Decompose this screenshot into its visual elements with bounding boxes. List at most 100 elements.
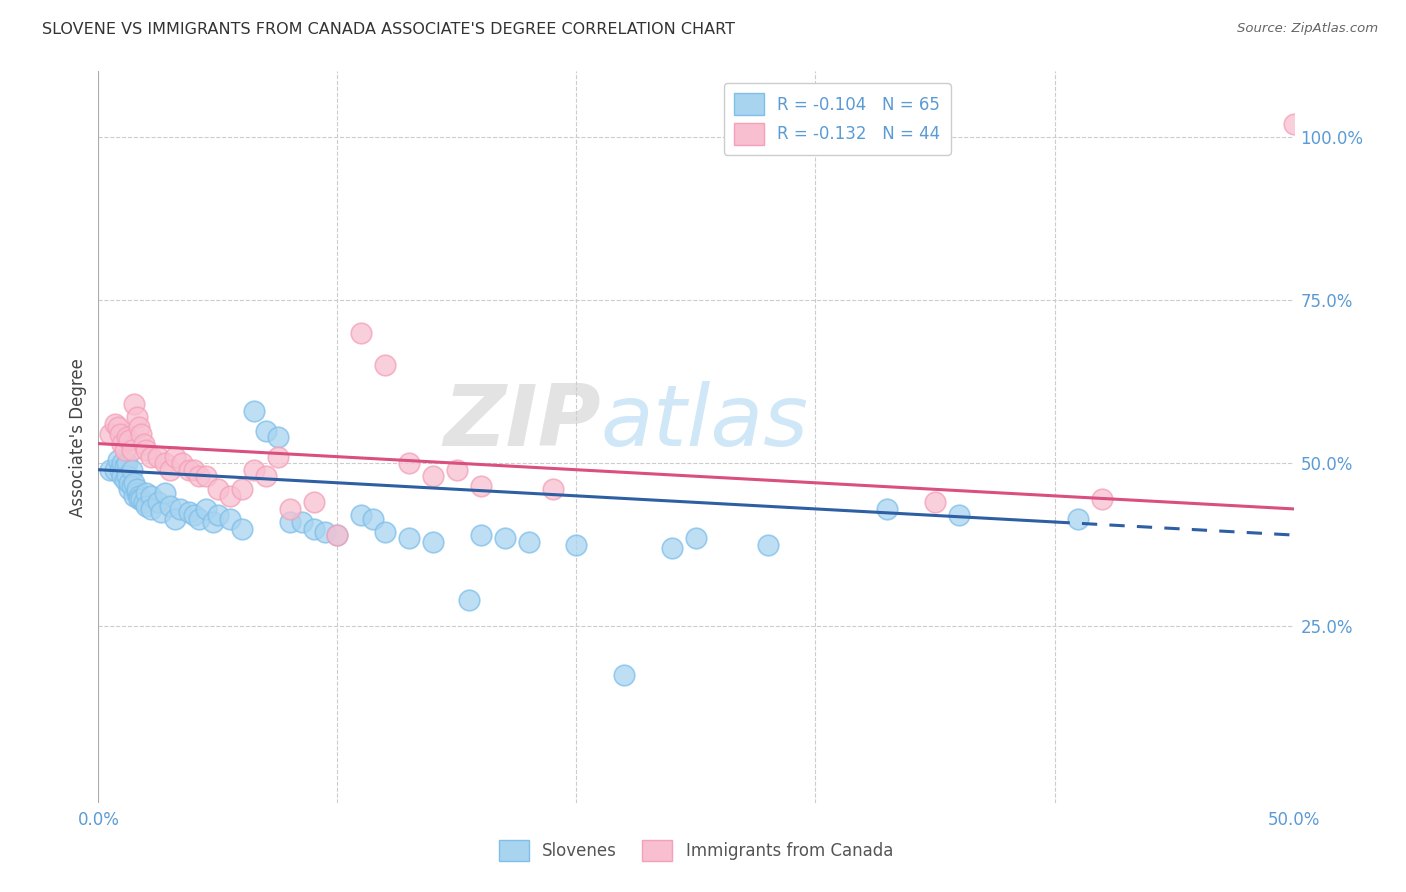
Text: Source: ZipAtlas.com: Source: ZipAtlas.com — [1237, 22, 1378, 36]
Point — [613, 668, 636, 682]
Point — [876, 502, 898, 516]
Point — [1282, 117, 1305, 131]
Point — [183, 508, 205, 523]
Point — [315, 524, 337, 539]
Point — [756, 538, 779, 552]
Point — [291, 515, 314, 529]
Point — [124, 489, 146, 503]
Point — [125, 483, 148, 497]
Point — [124, 475, 146, 490]
Point — [163, 450, 186, 464]
Point — [231, 521, 253, 535]
Point — [183, 463, 205, 477]
Point — [128, 489, 150, 503]
Point — [278, 515, 301, 529]
Text: ZIP: ZIP — [443, 381, 600, 464]
Point — [149, 505, 172, 519]
Point — [104, 417, 127, 431]
Point — [661, 541, 683, 555]
Point — [254, 424, 277, 438]
Point — [124, 397, 146, 411]
Point — [179, 505, 201, 519]
Point — [541, 483, 564, 497]
Point — [121, 479, 143, 493]
Point — [517, 534, 540, 549]
Point — [128, 492, 150, 507]
Point — [194, 502, 218, 516]
Point — [159, 499, 181, 513]
Point — [422, 469, 444, 483]
Point — [243, 463, 266, 477]
Point — [155, 485, 177, 500]
Point — [155, 456, 177, 470]
Point — [374, 358, 396, 372]
Point — [350, 508, 373, 523]
Point — [194, 469, 218, 483]
Point — [924, 495, 946, 509]
Point — [118, 475, 141, 490]
Point — [108, 463, 131, 477]
Point — [115, 430, 138, 444]
Point — [125, 410, 148, 425]
Point — [118, 434, 141, 448]
Point — [108, 426, 131, 441]
Point — [135, 499, 157, 513]
Point — [254, 469, 277, 483]
Point — [219, 512, 242, 526]
Point — [163, 512, 186, 526]
Point — [685, 531, 707, 545]
Point — [231, 483, 253, 497]
Point — [302, 521, 325, 535]
Point — [139, 450, 162, 464]
Point — [202, 515, 225, 529]
Point — [131, 492, 153, 507]
Point — [326, 528, 349, 542]
Point — [422, 534, 444, 549]
Point — [114, 443, 136, 458]
Point — [114, 459, 136, 474]
Point — [111, 456, 134, 470]
Point — [1067, 512, 1090, 526]
Point — [104, 463, 127, 477]
Point — [1091, 492, 1114, 507]
Point — [118, 483, 141, 497]
Point — [114, 473, 136, 487]
Point — [135, 485, 157, 500]
Point — [98, 426, 122, 441]
Text: atlas: atlas — [600, 381, 808, 464]
Point — [398, 456, 420, 470]
Point — [470, 479, 492, 493]
Point — [219, 489, 242, 503]
Point — [565, 538, 588, 552]
Point — [107, 453, 129, 467]
Point — [131, 426, 153, 441]
Point — [302, 495, 325, 509]
Point — [107, 420, 129, 434]
Point — [148, 495, 170, 509]
Point — [132, 495, 155, 509]
Point — [111, 436, 134, 450]
Point — [350, 326, 373, 340]
Point — [115, 469, 138, 483]
Point — [139, 502, 162, 516]
Y-axis label: Associate's Degree: Associate's Degree — [69, 358, 87, 516]
Point — [267, 450, 290, 464]
Point — [121, 463, 143, 477]
Point — [172, 456, 194, 470]
Point — [458, 593, 481, 607]
Point — [446, 463, 468, 477]
Point — [267, 430, 290, 444]
Point — [169, 502, 191, 516]
Point — [111, 469, 134, 483]
Point — [125, 485, 148, 500]
Point — [398, 531, 420, 545]
Point — [187, 512, 209, 526]
Point — [132, 436, 155, 450]
Point — [128, 420, 150, 434]
Point — [363, 512, 385, 526]
Point — [115, 456, 138, 470]
Point — [470, 528, 492, 542]
Point — [494, 531, 516, 545]
Point — [374, 524, 396, 539]
Point — [187, 469, 209, 483]
